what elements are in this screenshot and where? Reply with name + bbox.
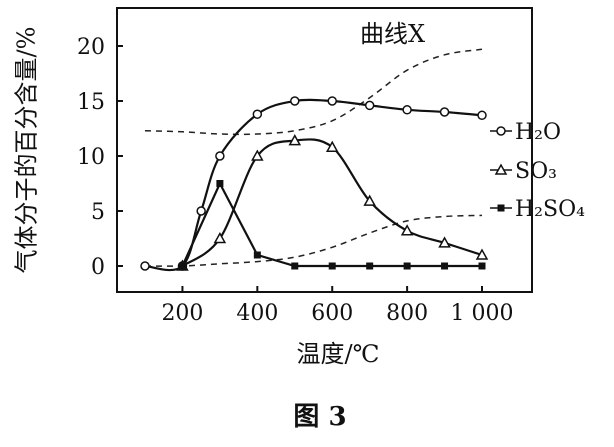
data-point-square [478, 262, 486, 270]
data-point-circle [364, 100, 375, 111]
data-point-square [178, 262, 186, 270]
dashed-curves [144, 48, 483, 267]
data-point-circle [140, 261, 150, 271]
data-point-triangle [400, 224, 414, 236]
data-point-circle [439, 107, 450, 117]
data-point-triangle [475, 248, 489, 260]
data-point-square [291, 262, 299, 270]
data-point-circle [290, 96, 300, 106]
data-point-square [441, 262, 449, 270]
y-tick-label: 10 [77, 145, 105, 170]
y-tick-label: 15 [77, 90, 105, 115]
data-point-circle [496, 126, 506, 136]
data-point-triangle [363, 194, 376, 206]
legend-label: H₂SO₄ [515, 197, 585, 222]
x-tick-label: 200 [161, 301, 203, 326]
y-axis-label: 气体分子的百分含量/% [13, 27, 41, 274]
legend-label: SO₃ [515, 159, 557, 184]
x-tick-label: 600 [311, 301, 353, 326]
data-point-circle [477, 110, 487, 121]
data-point-circle [196, 206, 206, 216]
dashed-curve-1 [144, 48, 483, 136]
data-point-triangle [325, 140, 339, 152]
x-tick-label: 400 [236, 301, 278, 326]
data-point-square [216, 180, 224, 187]
y-tick-label: 5 [91, 200, 105, 225]
data-point-triangle [288, 134, 302, 146]
data-point-triangle [438, 236, 451, 248]
y-tick-label: 0 [91, 255, 105, 280]
data-point-square [253, 251, 261, 259]
data-point-circle [252, 109, 263, 119]
legend: H₂O SO₃ H₂SO₄ [490, 120, 585, 222]
plot-frame [116, 7, 533, 293]
data-point-triangle [251, 149, 264, 161]
data-point-triangle [494, 163, 508, 175]
dashed-curve-2 [144, 214, 483, 267]
y-tick-label: 20 [77, 35, 105, 60]
data-point-circle [402, 105, 412, 115]
legend-label: H₂O [515, 120, 561, 145]
series-3 [178, 180, 486, 270]
figure-caption: 图 3 [293, 402, 346, 432]
data-point-square [403, 262, 411, 270]
curve-x-annotation: 曲线X [360, 20, 425, 48]
plot-border [116, 7, 533, 293]
data-point-triangle [213, 231, 227, 244]
x-axis-label: 温度/℃ [297, 340, 380, 368]
data-point-circle [215, 151, 225, 161]
data-point-square [366, 262, 374, 270]
series-layer [140, 96, 489, 272]
data-point-square [497, 204, 505, 212]
series-2 [176, 134, 489, 271]
x-tick-label: 1 000 [451, 301, 514, 326]
x-tick-label: 800 [386, 301, 428, 326]
series-line [144, 98, 483, 272]
data-point-circle [327, 96, 337, 106]
axis-ticks: 200 400 600 800 1 000 0 5 10 15 20 [77, 35, 513, 326]
data-point-square [328, 262, 336, 270]
